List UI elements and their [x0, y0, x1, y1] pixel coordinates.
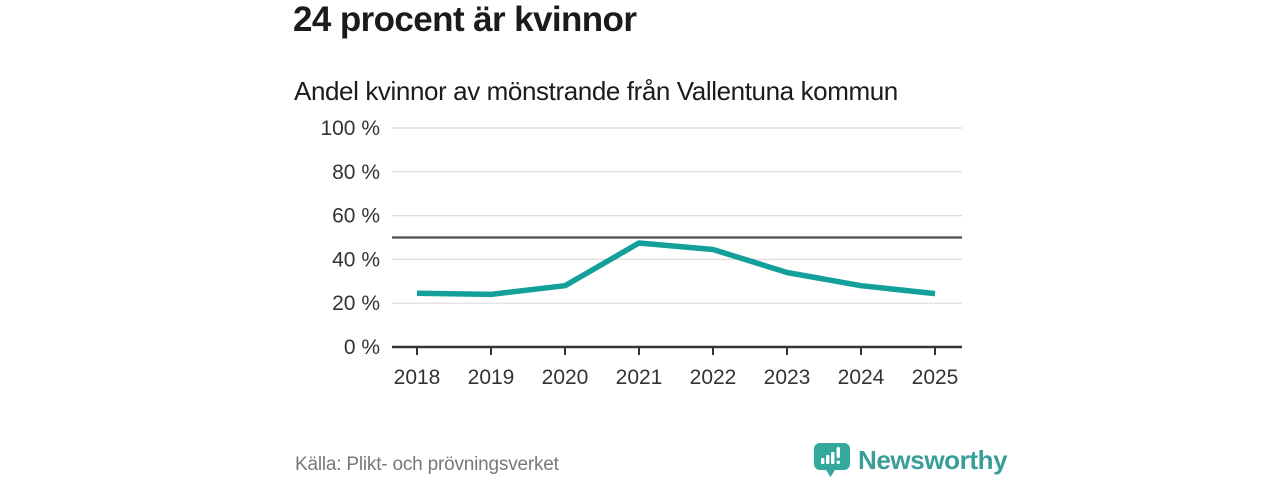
series-line	[416, 240, 936, 298]
newsworthy-logo: Newsworthy	[813, 442, 1008, 478]
x-tick-label: 2022	[690, 366, 737, 389]
x-tick-label: 2019	[468, 366, 515, 389]
x-tick-label: 2020	[542, 366, 589, 389]
y-tick-label: 0 %	[344, 336, 380, 359]
x-tick-label: 2025	[912, 366, 959, 389]
bar-chart-speech-bubble-icon	[814, 443, 850, 477]
y-tick-label: 100 %	[320, 117, 380, 140]
x-tick-label: 2024	[838, 366, 885, 389]
y-tick-label: 40 %	[332, 248, 380, 271]
x-tick-label: 2023	[764, 366, 811, 389]
x-tick-label: 2018	[394, 366, 441, 389]
newsworthy-wordmark: Newsworthy	[858, 445, 1008, 475]
y-tick-label: 20 %	[332, 292, 380, 315]
y-tick-label: 80 %	[332, 161, 380, 184]
chart-title: 24 procent är kvinnor	[293, 0, 637, 39]
x-tick-label: 2021	[616, 366, 663, 389]
y-tick-label: 60 %	[332, 205, 380, 228]
chart-subtitle: Andel kvinnor av mönstrande från Vallent…	[294, 76, 898, 106]
source-note: Källa: Plikt- och prövningsverket	[295, 454, 559, 475]
